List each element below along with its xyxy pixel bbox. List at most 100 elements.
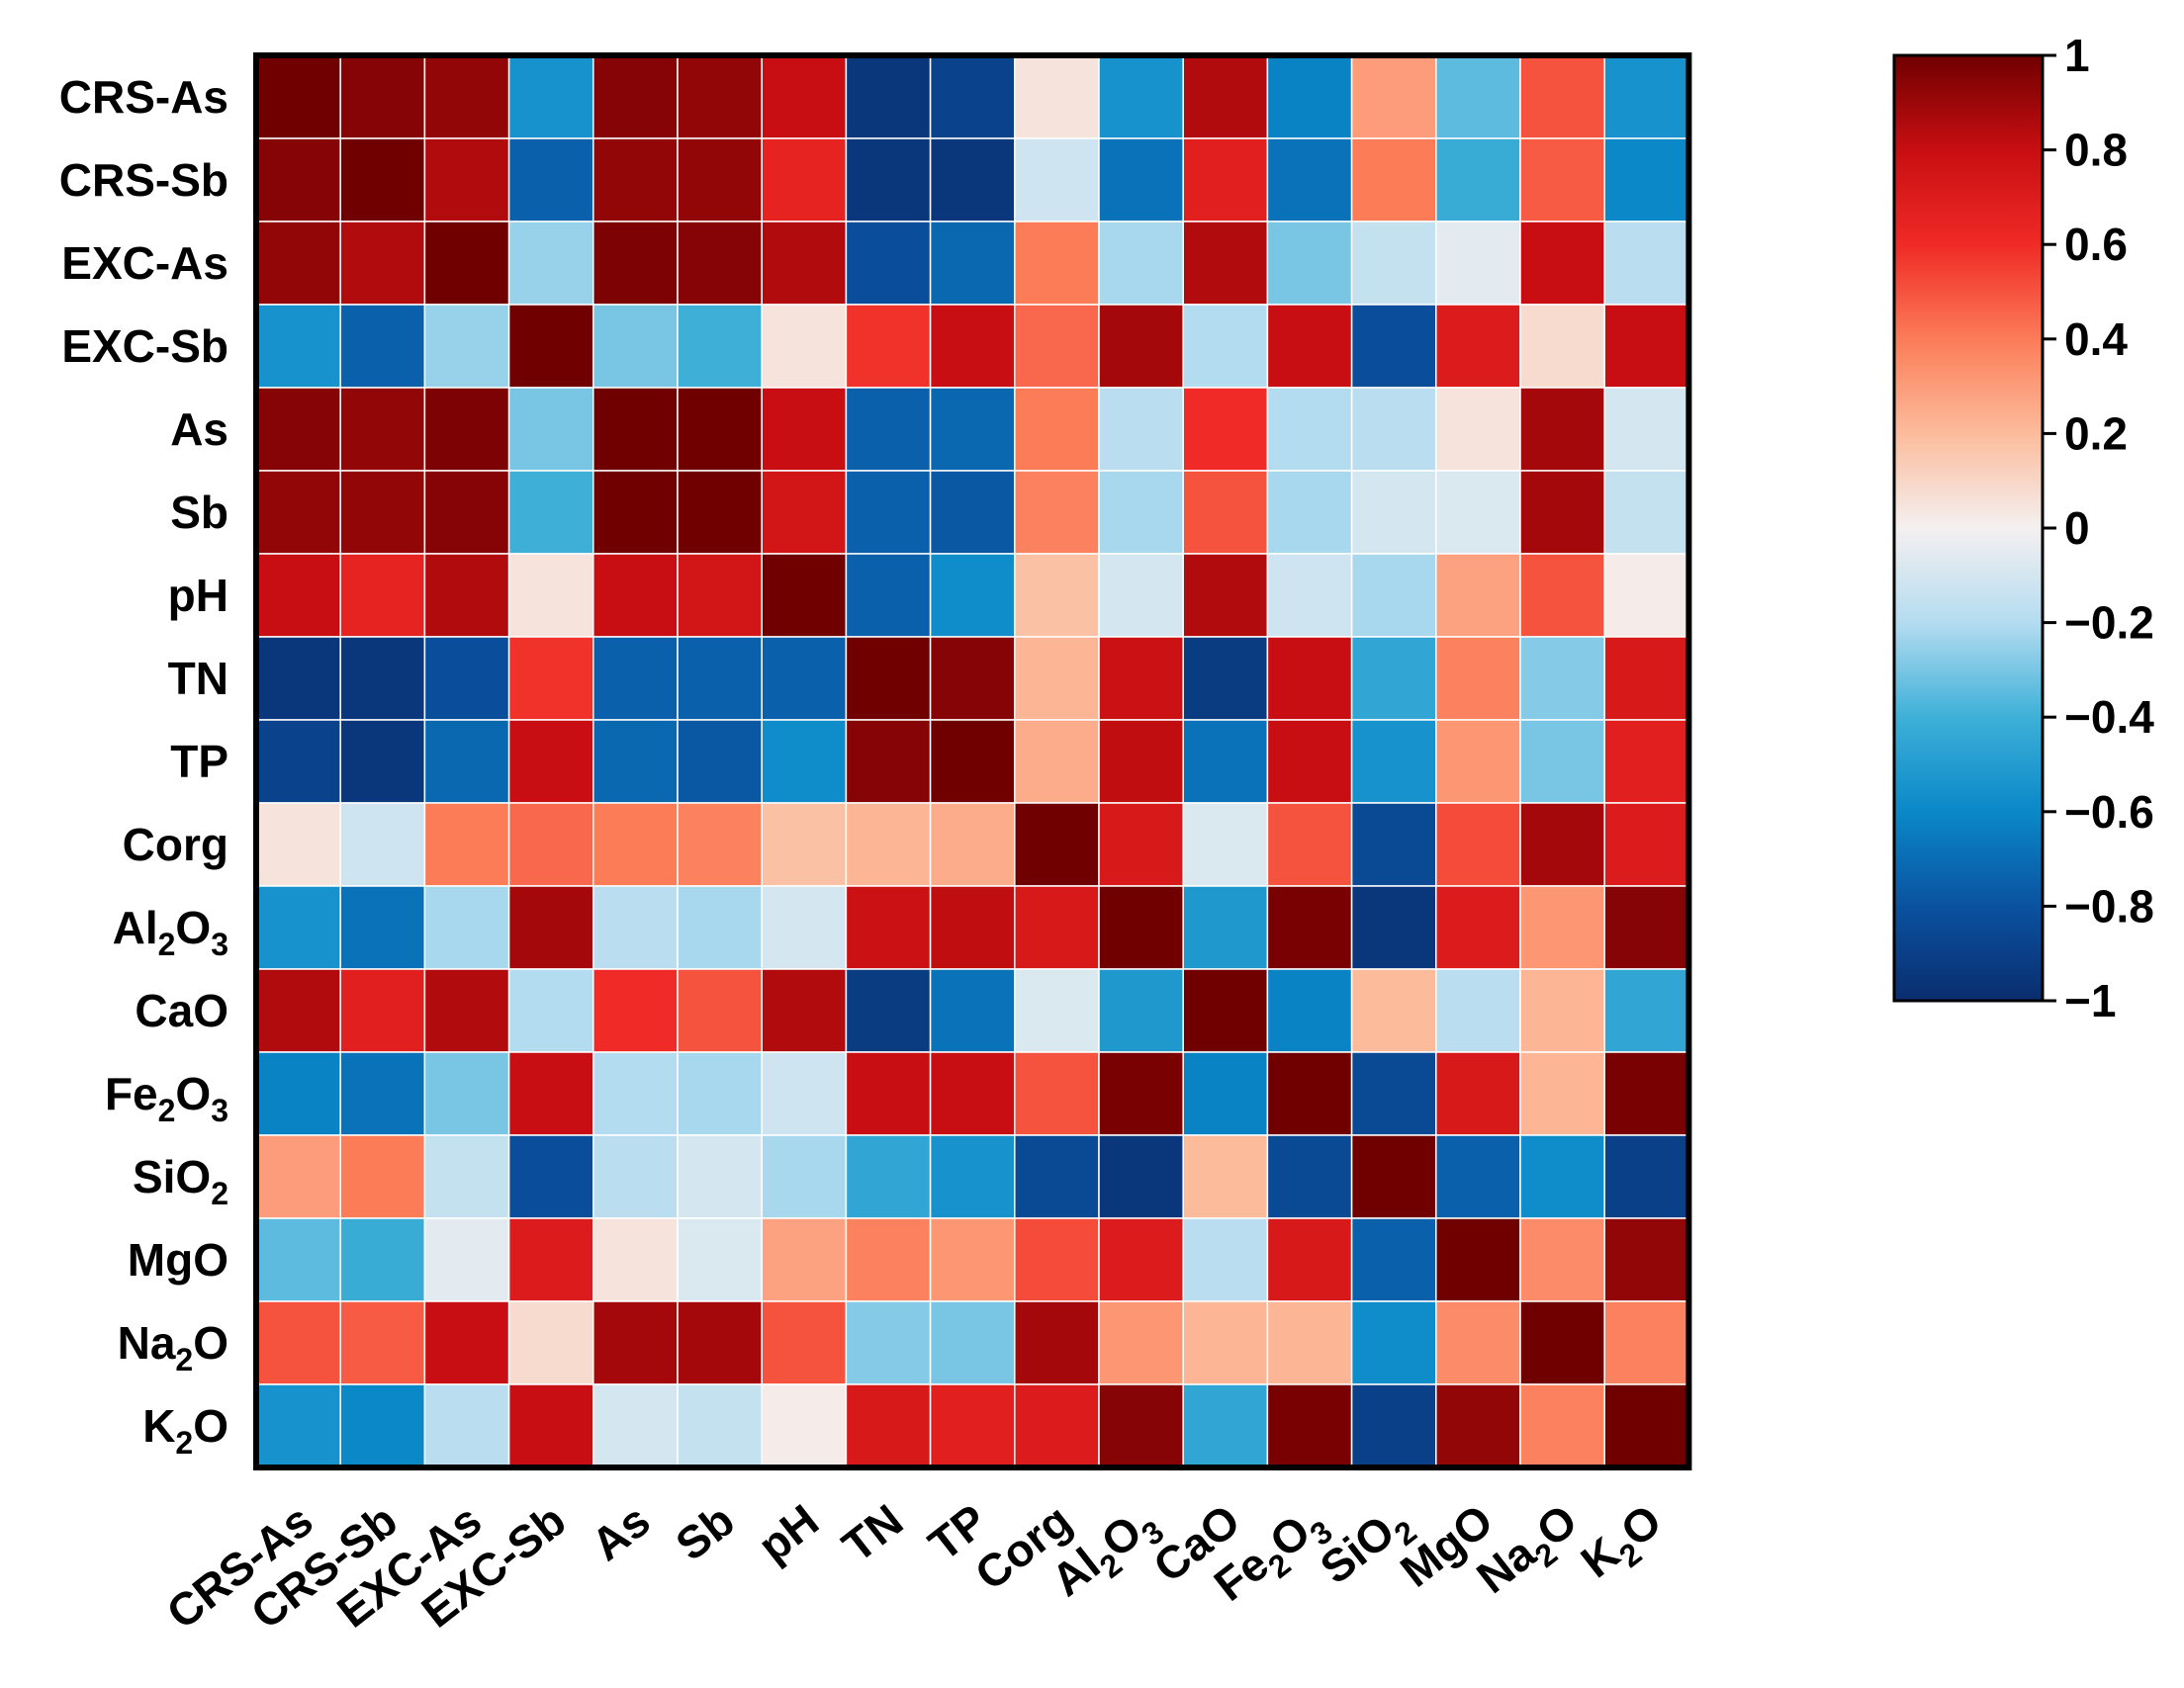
heatmap-cell-al2o3-sio2 xyxy=(1350,885,1437,970)
heatmap-cell-al2o3-k2o xyxy=(1603,885,1690,970)
heatmap-cell-fe2o3-al2o3 xyxy=(1098,1051,1184,1136)
heatmap-cell-al2o3-crs-sb xyxy=(339,885,426,970)
heatmap-cell-ph-ph xyxy=(761,553,848,638)
heatmap-cell-cao-as xyxy=(592,968,679,1053)
row-label-mgo: MgO xyxy=(128,1234,228,1286)
heatmap-cell-corg-cao xyxy=(1182,802,1269,887)
heatmap-cell-sb-sb xyxy=(677,470,763,555)
heatmap-cell-sb-crs-as xyxy=(255,470,341,555)
heatmap-cell-sb-exc-as xyxy=(423,470,510,555)
heatmap-cell-sb-sio2 xyxy=(1350,470,1437,555)
heatmap-cell-exc-sb-as xyxy=(592,304,679,389)
heatmap-cell-crs-sb-sio2 xyxy=(1350,137,1437,222)
heatmap-cell-crs-sb-as xyxy=(592,137,679,222)
heatmap-cell-mgo-fe2o3 xyxy=(1266,1217,1353,1302)
heatmap-cell-ph-crs-sb xyxy=(339,553,426,638)
heatmap-cell-corg-exc-sb xyxy=(507,802,594,887)
heatmap-cell-al2o3-tp xyxy=(929,885,1016,970)
heatmap-cell-cao-al2o3 xyxy=(1098,968,1184,1053)
heatmap-cell-crs-sb-cao xyxy=(1182,137,1269,222)
heatmap-cell-crs-as-sio2 xyxy=(1350,54,1437,139)
heatmap-cell-corg-fe2o3 xyxy=(1266,802,1353,887)
heatmap-cell-k2o-na2o xyxy=(1519,1383,1605,1468)
heatmap-cell-crs-as-exc-sb xyxy=(507,54,594,139)
heatmap-cell-al2o3-sb xyxy=(677,885,763,970)
heatmap-cell-mgo-al2o3 xyxy=(1098,1217,1184,1302)
colorbar-tick-label: 1 xyxy=(2064,30,2090,81)
heatmap-cell-exc-as-al2o3 xyxy=(1098,221,1184,306)
heatmap-cell-exc-as-tn xyxy=(845,221,932,306)
heatmap-cell-al2o3-exc-as xyxy=(423,885,510,970)
heatmap-cell-fe2o3-crs-as xyxy=(255,1051,341,1136)
heatmap-cell-cao-sb xyxy=(677,968,763,1053)
heatmap-cell-ph-na2o xyxy=(1519,553,1605,638)
heatmap-cell-k2o-crs-as xyxy=(255,1383,341,1468)
heatmap-cell-sio2-tn xyxy=(845,1134,932,1219)
heatmap-cell-al2o3-crs-as xyxy=(255,885,341,970)
heatmap-cell-ph-mgo xyxy=(1435,553,1521,638)
heatmap-cell-as-fe2o3 xyxy=(1266,387,1353,472)
row-label-exc-as: EXC-As xyxy=(61,237,228,289)
heatmap-cell-al2o3-fe2o3 xyxy=(1266,885,1353,970)
column-label-sb: Sb xyxy=(666,1494,743,1570)
heatmap-cell-k2o-k2o xyxy=(1603,1383,1690,1468)
heatmap-cell-tn-crs-sb xyxy=(339,636,426,721)
heatmap-cell-na2o-tn xyxy=(845,1300,932,1385)
heatmap-cell-cao-exc-as xyxy=(423,968,510,1053)
heatmap-cell-crs-sb-tp xyxy=(929,137,1016,222)
heatmap-cell-exc-as-mgo xyxy=(1435,221,1521,306)
heatmap-cell-mgo-sio2 xyxy=(1350,1217,1437,1302)
heatmap-cell-fe2o3-mgo xyxy=(1435,1051,1521,1136)
heatmap-cell-na2o-k2o xyxy=(1603,1300,1690,1385)
heatmap-cell-tp-tn xyxy=(845,719,932,804)
heatmap-cell-k2o-cao xyxy=(1182,1383,1269,1468)
heatmap-cell-ph-exc-sb xyxy=(507,553,594,638)
row-label-crs-sb: CRS-Sb xyxy=(59,154,228,206)
heatmap-cell-k2o-tp xyxy=(929,1383,1016,1468)
heatmap-cell-al2o3-tn xyxy=(845,885,932,970)
heatmap-cell-exc-as-k2o xyxy=(1603,221,1690,306)
heatmap-cell-crs-as-sb xyxy=(677,54,763,139)
heatmap-cell-crs-sb-corg xyxy=(1014,137,1100,222)
heatmap-cell-sio2-cao xyxy=(1182,1134,1269,1219)
heatmap-cell-na2o-sio2 xyxy=(1350,1300,1437,1385)
heatmap-cell-cao-mgo xyxy=(1435,968,1521,1053)
heatmap-cell-tn-tn xyxy=(845,636,932,721)
colorbar-tick-label: 0 xyxy=(2064,502,2090,554)
heatmap-cell-sb-corg xyxy=(1014,470,1100,555)
heatmap-cell-corg-as xyxy=(592,802,679,887)
heatmap-cell-sio2-tp xyxy=(929,1134,1016,1219)
heatmap-cell-crs-as-tp xyxy=(929,54,1016,139)
heatmap-cell-exc-sb-exc-sb xyxy=(507,304,594,389)
heatmap-cell-al2o3-corg xyxy=(1014,885,1100,970)
heatmap-cell-sio2-fe2o3 xyxy=(1266,1134,1353,1219)
heatmap-cell-fe2o3-sb xyxy=(677,1051,763,1136)
heatmap-cell-mgo-na2o xyxy=(1519,1217,1605,1302)
heatmap-cell-crs-sb-k2o xyxy=(1603,137,1690,222)
heatmap-cell-exc-as-exc-sb xyxy=(507,221,594,306)
row-label-sb: Sb xyxy=(170,487,228,538)
heatmap-cell-sb-fe2o3 xyxy=(1266,470,1353,555)
heatmap-cell-crs-sb-tn xyxy=(845,137,932,222)
colorbar-tick-label: −0.4 xyxy=(2064,691,2154,743)
heatmap-cell-tp-sb xyxy=(677,719,763,804)
heatmap-cell-sb-exc-sb xyxy=(507,470,594,555)
heatmap-cell-as-mgo xyxy=(1435,387,1521,472)
heatmap-cell-crs-as-na2o xyxy=(1519,54,1605,139)
heatmap-cell-mgo-cao xyxy=(1182,1217,1269,1302)
heatmap-cell-na2o-cao xyxy=(1182,1300,1269,1385)
heatmap-cell-mgo-crs-as xyxy=(255,1217,341,1302)
row-label-al2o3: Al2O3 xyxy=(113,902,228,962)
heatmap-cell-fe2o3-na2o xyxy=(1519,1051,1605,1136)
heatmap-cell-crs-sb-fe2o3 xyxy=(1266,137,1353,222)
heatmap-cell-sio2-exc-sb xyxy=(507,1134,594,1219)
heatmap-cell-crs-as-k2o xyxy=(1603,54,1690,139)
heatmap-cell-exc-sb-sio2 xyxy=(1350,304,1437,389)
heatmap-cell-as-k2o xyxy=(1603,387,1690,472)
heatmap-cell-fe2o3-as xyxy=(592,1051,679,1136)
heatmap-cell-mgo-crs-sb xyxy=(339,1217,426,1302)
heatmap-cell-na2o-mgo xyxy=(1435,1300,1521,1385)
heatmap-cell-tp-fe2o3 xyxy=(1266,719,1353,804)
heatmap-cell-sio2-crs-as xyxy=(255,1134,341,1219)
heatmap-cell-na2o-crs-sb xyxy=(339,1300,426,1385)
